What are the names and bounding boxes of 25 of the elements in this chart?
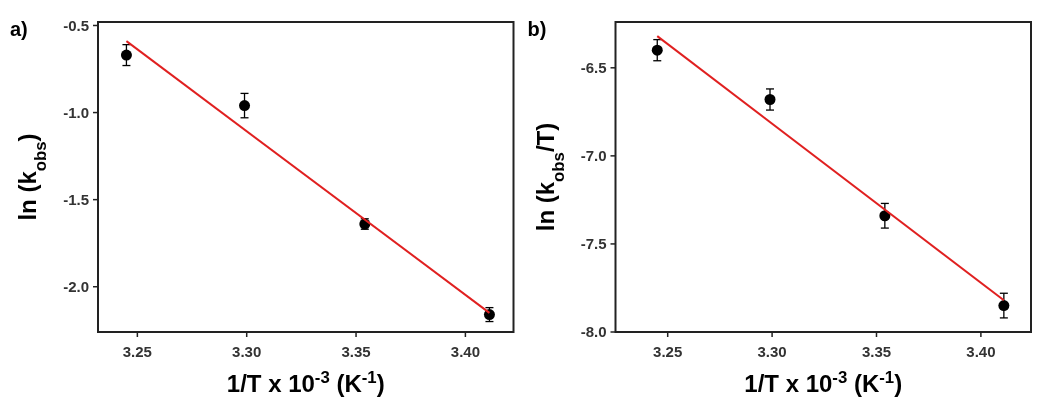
x-axis-title: 1/T x 10$^{-3}$ (K$^{-1}$) [744,367,903,397]
x-tick-label: 3.25 [653,343,683,360]
text: a) [10,18,28,40]
text: b) [527,18,547,40]
point [764,94,776,105]
y-tick-label: -1.5 [63,190,89,208]
x-tick-label: 3.35 [341,343,371,360]
y-tick-label: -1.0 [63,103,89,121]
x-axis-title: 1/T x 10$^{-3}$ (K$^{-1}$) [226,367,385,397]
point [239,100,251,112]
x-tick-label: 3.30 [757,343,787,360]
x-tick-label: 3.25 [122,343,152,360]
x-tick-label: 3.40 [450,343,480,360]
x-tick-label: 3.30 [232,343,262,360]
y-tick-label: -7.5 [580,235,607,253]
y-tick-label: -7.0 [580,147,607,165]
y-tick-label: -0.5 [63,16,89,34]
x-tick-label: 3.35 [861,343,892,360]
y-tick-label: -8.0 [580,323,607,341]
x-tick-label: 3.40 [966,343,996,360]
y-tick-label: -6.5 [580,59,607,77]
point [998,300,1010,312]
y-tick-label: -2.0 [63,277,89,295]
point [120,49,132,61]
point [651,44,663,56]
